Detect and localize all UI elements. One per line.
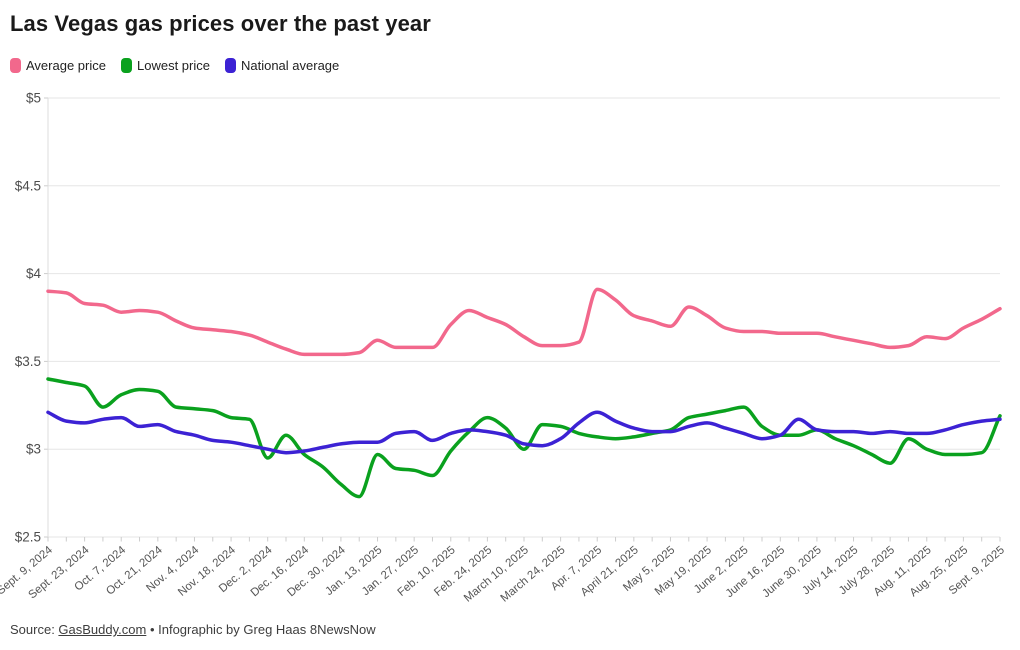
legend-label-lowest-price: Lowest price [136,58,210,73]
gasbuddy-link[interactable]: GasBuddy.com [58,622,147,637]
national-average-line [46,410,1002,455]
y-axis-label: $2.5 [15,530,41,545]
legend-item-average-price: Average price [10,58,106,73]
source-separator: • [146,622,159,637]
source-prefix: Source: [10,622,59,637]
legend: Average price Lowest price National aver… [10,58,339,73]
page-title: Las Vegas gas prices over the past year [10,11,431,36]
x-axis-label: March 24, 2025 [499,544,568,605]
y-axis-label: $3 [26,442,41,457]
legend-swatch-lowest-price [120,58,132,73]
legend-label-average-price: Average price [26,58,106,73]
source-credit: Infographic by Greg Haas 8NewsNow [158,622,376,637]
y-axis-label: $3.5 [15,354,41,369]
source-line: Source: GasBuddy.com • Infographic by Gr… [10,622,376,637]
y-axis-label: $5 [26,91,41,106]
lowest-price-line [46,377,1002,499]
x-axis-label: March 10, 2025 [462,544,531,605]
y-axis-label: $4.5 [15,178,41,193]
y-axis-label: $4 [26,266,42,281]
legend-swatch-average-price [10,58,21,73]
legend-swatch-national-average [224,58,236,73]
average-price-line [46,287,1002,357]
legend-item-lowest-price: Lowest price [120,58,210,73]
legend-item-national-average: National average [224,58,340,73]
legend-label-national-average: National average [240,58,340,73]
